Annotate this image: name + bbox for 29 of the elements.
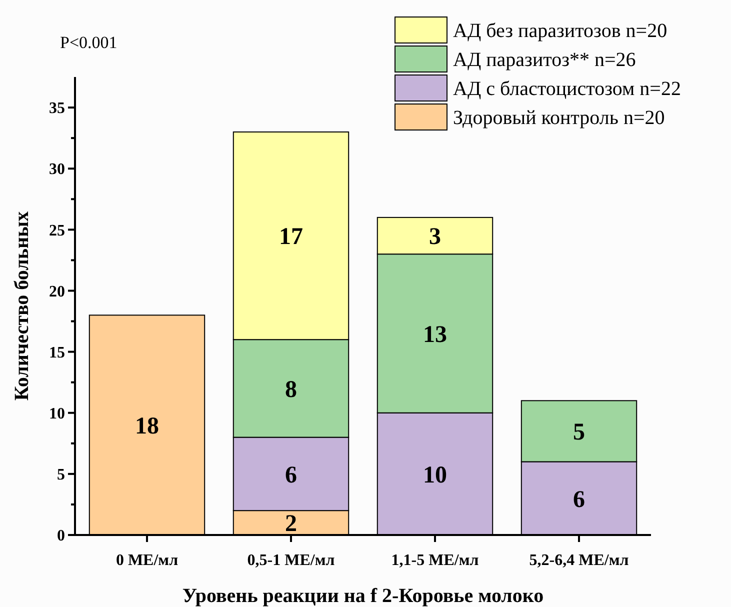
x-axis-title: Уровень реакции на f 2-Коровье молоко (182, 585, 544, 607)
text: P<0.001 (60, 33, 118, 52)
x-tick-label: 1,1-5 МЕ/мл (391, 552, 479, 569)
legend-label: АД с бластоцистозом n=22 (453, 78, 681, 100)
data-label: 13 (423, 322, 447, 348)
data-label: 6 (285, 462, 297, 488)
data-label: 5 (573, 420, 585, 446)
y-tick-label: 35 (49, 100, 65, 118)
legend-label: Здоровый контроль n=20 (453, 107, 665, 129)
data-label: 2 (285, 511, 297, 538)
legend-label: АД паразитоз** n=26 (453, 49, 636, 71)
x-tick-label: 5,2-6,4 МЕ/мл (529, 552, 629, 569)
y-tick-label: 30 (49, 161, 65, 178)
y-tick-label: 20 (49, 283, 65, 300)
y-tick-label: 5 (57, 466, 65, 484)
legend-label: АД без паразитозов n=20 (453, 20, 668, 42)
y-axis-title: Количество больных (11, 211, 33, 401)
y-tick-label: 0 (57, 528, 65, 545)
x-tick-label: 0 МЕ/мл (116, 552, 178, 569)
y-tick-label: 15 (49, 344, 65, 362)
data-label: 10 (423, 462, 447, 488)
data-label: 6 (573, 486, 585, 513)
x-tick-label: 0,5-1 МЕ/мл (247, 552, 335, 569)
data-label: 17 (279, 224, 303, 250)
y-tick-label: 10 (49, 405, 65, 422)
data-label: 8 (285, 376, 297, 403)
data-label: 3 (429, 224, 441, 250)
y-tick-label: 25 (49, 222, 65, 240)
data-label: 18 (135, 413, 159, 440)
